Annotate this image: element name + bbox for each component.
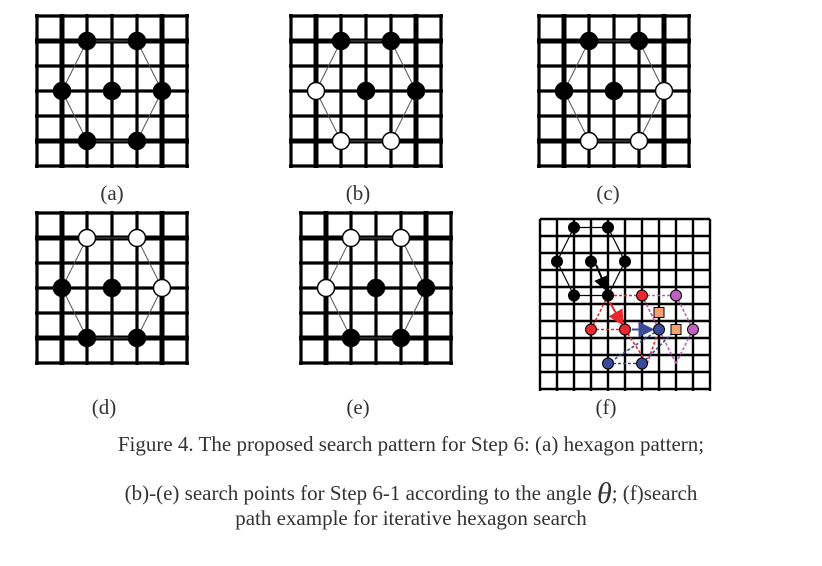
- panel-a-hexagon-grid: [35, 14, 189, 168]
- new-search-point: [316, 278, 336, 298]
- searched-point: [416, 278, 436, 298]
- searched-point: [127, 328, 147, 348]
- searched-point: [127, 31, 147, 51]
- new-search-point: [381, 131, 401, 151]
- search-point: [568, 221, 580, 234]
- new-search-point: [306, 81, 326, 101]
- searched-point: [102, 81, 122, 101]
- search-pattern-figure: (a) (b) (c) (d) (e) (f): [35, 14, 712, 419]
- search-point: [602, 289, 614, 302]
- new-search-point: [629, 131, 649, 151]
- panel-label-e: (e): [346, 395, 369, 419]
- panel-e-hexagon-grid: [299, 211, 453, 365]
- search-point: [568, 289, 580, 302]
- new-search-point: [341, 228, 361, 248]
- hexagon-outline: [556, 261, 575, 296]
- searched-point: [391, 328, 411, 348]
- panel-label-c: (c): [596, 181, 619, 205]
- search-point: [636, 357, 648, 370]
- searched-point: [52, 278, 72, 298]
- path-pink-edge: [675, 329, 694, 364]
- caption-line-2-text: (b)-(e) search points for Step 6-1 accor…: [124, 481, 597, 505]
- new-search-point: [152, 278, 172, 298]
- path-pink-edge: [675, 295, 694, 330]
- path-blue-edge: [641, 328, 677, 365]
- caption-line-1: Figure 4. The proposed search pattern fo…: [117, 432, 705, 456]
- new-search-point: [77, 228, 97, 248]
- search-point: [551, 255, 563, 268]
- search-point: [602, 357, 614, 370]
- search-point: [585, 323, 597, 336]
- path-red-edge: [590, 295, 609, 330]
- path-blue-edge: [607, 328, 660, 365]
- path-arrow-black: [594, 264, 609, 293]
- search-point: [619, 255, 631, 268]
- searched-point: [604, 81, 624, 101]
- hexagon-outline: [607, 261, 626, 296]
- searched-point: [366, 278, 386, 298]
- searched-point: [554, 81, 574, 101]
- path-red-edge: [624, 329, 648, 364]
- searched-point: [127, 131, 147, 151]
- searched-point: [341, 328, 361, 348]
- caption-line-2: (b)-(e) search points for Step 6-1 accor…: [0, 477, 822, 511]
- searched-point: [381, 31, 401, 51]
- new-search-point: [331, 131, 351, 151]
- new-search-point: [391, 228, 411, 248]
- new-search-point: [654, 81, 674, 101]
- panel-label-f: (f): [596, 395, 617, 419]
- theta-symbol: θ: [596, 477, 612, 510]
- searched-point: [629, 31, 649, 51]
- searched-point: [77, 31, 97, 51]
- search-point: [687, 323, 699, 336]
- best-match-square: [670, 324, 682, 335]
- panel-label-d: (d): [92, 395, 117, 419]
- path-red-edge: [646, 329, 660, 364]
- caption-line-2-tail: ; (f)search: [611, 481, 698, 505]
- search-point: [670, 289, 682, 302]
- searched-point: [579, 31, 599, 51]
- new-search-point: [127, 228, 147, 248]
- searched-point: [331, 31, 351, 51]
- panel-label-a: (a): [100, 181, 123, 205]
- panel-c-hexagon-grid: [537, 14, 691, 168]
- panel-b-hexagon-grid: [289, 14, 443, 168]
- searched-point: [356, 81, 376, 101]
- search-point: [619, 323, 631, 336]
- hexagon-outline: [556, 227, 575, 262]
- searched-point: [102, 278, 122, 298]
- path-pink-edge: [641, 295, 660, 330]
- path-arrow-red: [608, 301, 624, 327]
- search-point: [636, 289, 648, 302]
- path-pink-edge: [658, 329, 677, 364]
- searched-point: [77, 131, 97, 151]
- panel-d-hexagon-grid: [35, 211, 189, 365]
- panel-f-iterative-path: [538, 217, 712, 391]
- caption-line-3: path example for iterative hexagon searc…: [235, 506, 587, 530]
- search-point: [602, 221, 614, 234]
- searched-point: [152, 81, 172, 101]
- hexagon-outline: [607, 227, 626, 262]
- searched-point: [77, 328, 97, 348]
- panel-label-b: (b): [346, 181, 371, 205]
- new-search-point: [579, 131, 599, 151]
- search-point: [653, 323, 665, 336]
- search-point: [585, 255, 597, 268]
- searched-point: [52, 81, 72, 101]
- best-match-square: [653, 307, 665, 318]
- searched-point: [406, 81, 426, 101]
